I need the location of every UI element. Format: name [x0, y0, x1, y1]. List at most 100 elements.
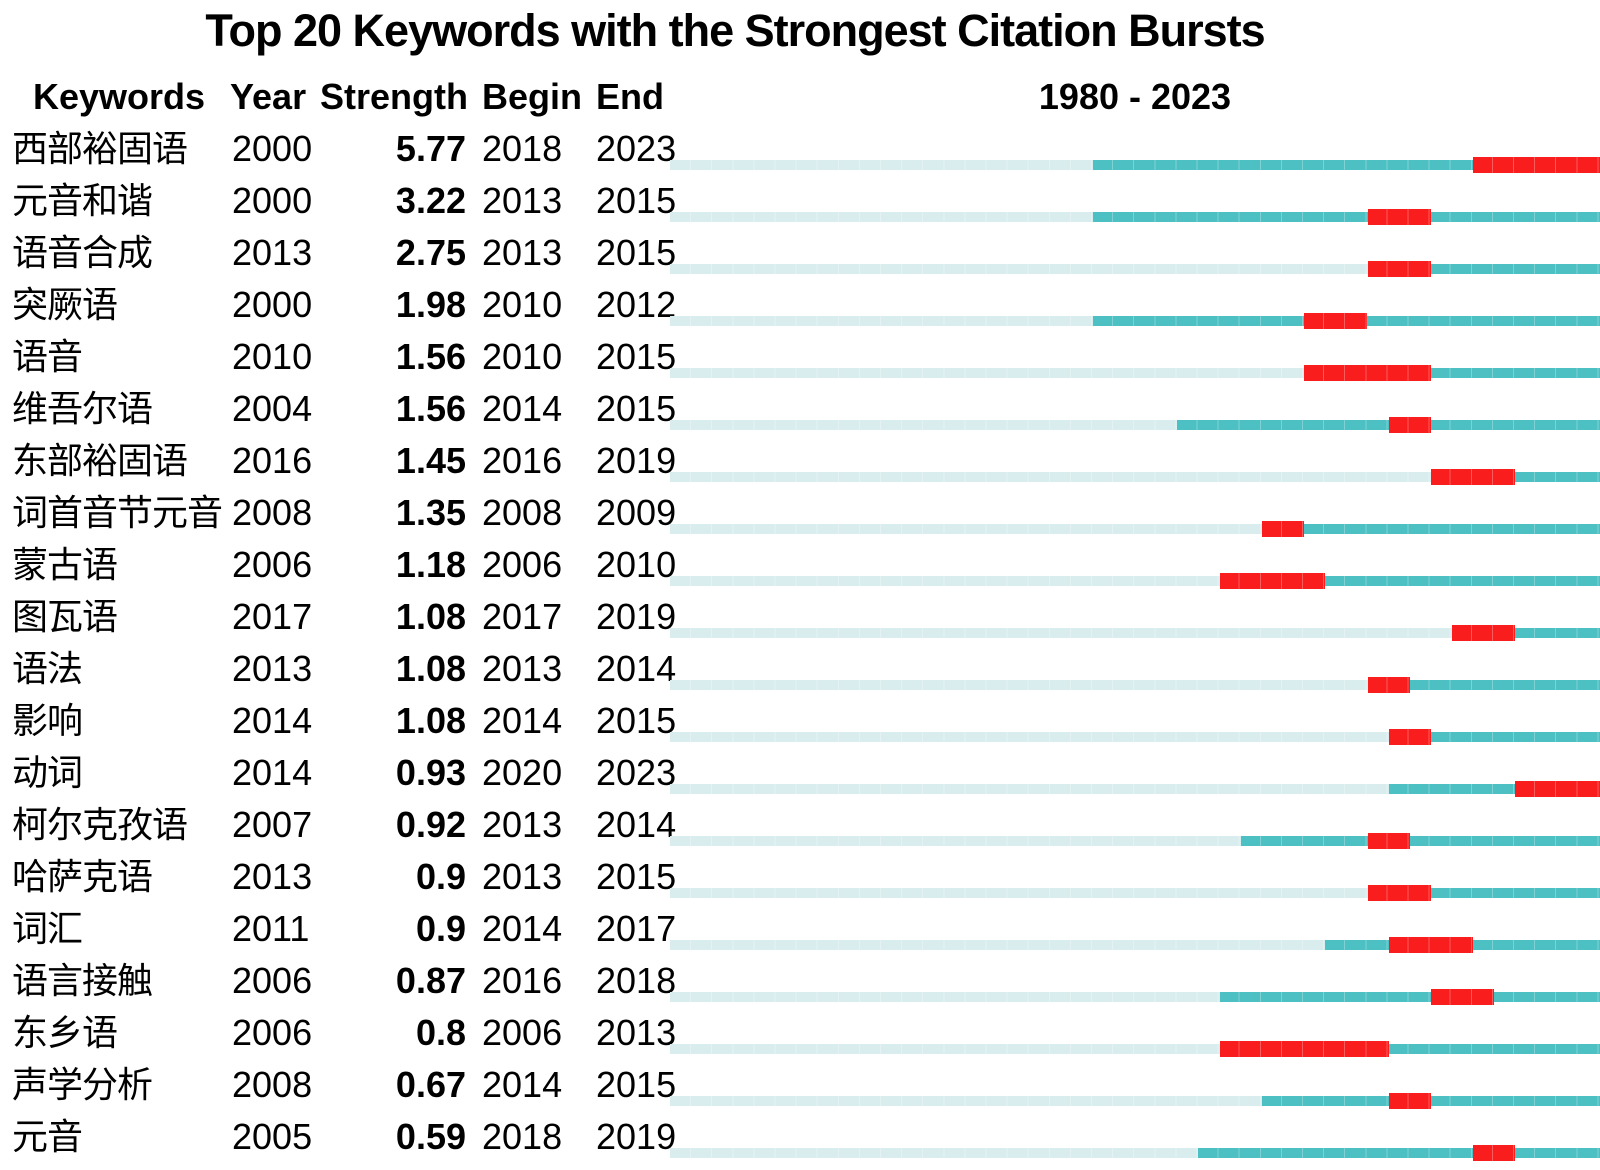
timeline-bar [670, 175, 1600, 227]
timeline-bar [670, 695, 1600, 747]
strength-cell: 0.67 [395, 1064, 466, 1105]
strength-cell: 1.35 [395, 492, 466, 533]
table-row: 语音合成 2013 2.75 2013 2015 [0, 227, 1600, 279]
begin-year-cell: 2016 [482, 440, 563, 481]
pre-period-segment [670, 628, 1453, 638]
active-period-segment [1388, 784, 1600, 794]
end-year-cell: 2015 [596, 336, 677, 377]
keyword-cell: 维吾尔语 [12, 388, 153, 429]
active-period-segment [1219, 576, 1600, 586]
table-header: Keywords Year Strength Begin End 1980 - … [0, 71, 1600, 123]
keyword-cell: 影响 [12, 700, 83, 741]
burst-segment [1219, 1041, 1389, 1057]
begin-year-cell: 2008 [482, 492, 563, 533]
active-period-segment [1261, 1096, 1600, 1106]
end-year-cell: 2018 [596, 960, 677, 1001]
pre-period-segment [670, 888, 1368, 898]
burst-segment [1367, 833, 1410, 849]
end-year-cell: 2023 [596, 128, 677, 169]
pre-period-segment [670, 680, 1368, 690]
active-period-segment [1240, 836, 1600, 846]
end-year-cell: 2019 [596, 440, 677, 481]
strength-cell: 1.08 [395, 596, 466, 637]
burst-segment [1388, 729, 1431, 745]
table-row: 词汇 2011 0.9 2014 2017 [0, 903, 1600, 955]
timeline-bar [670, 331, 1600, 383]
timeline-bar [670, 227, 1600, 279]
table-row: 柯尔克孜语 2007 0.92 2013 2014 [0, 799, 1600, 851]
year-cell: 2004 [232, 388, 313, 429]
table-row: 西部裕固语 2000 5.77 2018 2023 [0, 123, 1600, 175]
end-year-cell: 2015 [596, 180, 677, 221]
begin-year-cell: 2006 [482, 544, 563, 585]
burst-segment [1304, 313, 1368, 329]
keyword-cell: 图瓦语 [12, 596, 118, 637]
year-cell: 2010 [232, 336, 313, 377]
year-cell: 2014 [232, 752, 313, 793]
active-period-segment [1092, 212, 1600, 222]
strength-cell: 1.45 [395, 440, 466, 481]
burst-segment [1367, 261, 1431, 277]
begin-year-cell: 2018 [482, 1116, 563, 1157]
year-cell: 2011 [232, 908, 310, 949]
end-year-cell: 2023 [596, 752, 677, 793]
year-cell: 2013 [232, 648, 313, 689]
pre-period-segment [670, 732, 1389, 742]
year-cell: 2017 [232, 596, 313, 637]
year-cell: 2008 [232, 1064, 313, 1105]
burst-segment [1367, 885, 1431, 901]
year-cell: 2016 [232, 440, 313, 481]
year-cell: 2005 [232, 1116, 313, 1157]
burst-segment [1473, 157, 1600, 173]
burst-segment [1452, 625, 1516, 641]
active-period-segment [1219, 992, 1600, 1002]
table-row: 突厥语 2000 1.98 2010 2012 [0, 279, 1600, 331]
timeline-bar [670, 539, 1600, 591]
table-row: 哈萨克语 2013 0.9 2013 2015 [0, 851, 1600, 903]
active-period-segment [1304, 368, 1600, 378]
keyword-cell: 语音合成 [12, 232, 153, 273]
year-cell: 2006 [232, 960, 313, 1001]
end-year-cell: 2014 [596, 804, 677, 845]
table-row: 声学分析 2008 0.67 2014 2015 [0, 1059, 1600, 1111]
year-cell: 2014 [232, 700, 313, 741]
keyword-cell: 突厥语 [12, 284, 118, 325]
begin-year-cell: 2013 [482, 856, 563, 897]
year-cell: 2006 [232, 544, 313, 585]
pre-period-segment [670, 420, 1178, 430]
year-cell: 2000 [232, 128, 313, 169]
strength-cell: 1.08 [395, 700, 466, 741]
table-row: 东部裕固语 2016 1.45 2016 2019 [0, 435, 1600, 487]
end-year-cell: 2015 [596, 388, 677, 429]
timeline-period-label: 1980 - 2023 [1038, 76, 1232, 117]
timeline-bar [670, 747, 1600, 799]
begin-year-cell: 2013 [482, 804, 563, 845]
pre-period-segment [670, 940, 1326, 950]
table-row: 元音 2005 0.59 2018 2019 [0, 1111, 1600, 1163]
active-period-segment [1388, 732, 1600, 742]
keyword-cell: 哈萨克语 [12, 856, 153, 897]
keyword-cell: 东部裕固语 [12, 440, 188, 481]
table-row: 语言接触 2006 0.87 2016 2018 [0, 955, 1600, 1007]
end-year-cell: 2009 [596, 492, 677, 533]
strength-cell: 3.22 [395, 180, 466, 221]
table-row: 语法 2013 1.08 2013 2014 [0, 643, 1600, 695]
burst-segment [1304, 365, 1431, 381]
pre-period-segment [670, 1096, 1262, 1106]
pre-period-segment [670, 524, 1262, 534]
year-cell: 2013 [232, 856, 313, 897]
strength-cell: 1.98 [395, 284, 466, 325]
strength-cell: 1.56 [395, 336, 466, 377]
timeline-bar [670, 1007, 1600, 1059]
begin-year-cell: 2013 [482, 648, 563, 689]
end-year-cell: 2013 [596, 1012, 677, 1053]
strength-cell: 5.77 [395, 128, 466, 169]
timeline-bar [670, 383, 1600, 435]
year-cell: 2000 [232, 180, 313, 221]
keyword-cell: 东乡语 [12, 1012, 118, 1053]
begin-year-cell: 2014 [482, 1064, 563, 1105]
pre-period-segment [670, 1044, 1220, 1054]
year-cell: 2000 [232, 284, 313, 325]
table-row: 维吾尔语 2004 1.56 2014 2015 [0, 383, 1600, 435]
year-cell: 2008 [232, 492, 313, 533]
